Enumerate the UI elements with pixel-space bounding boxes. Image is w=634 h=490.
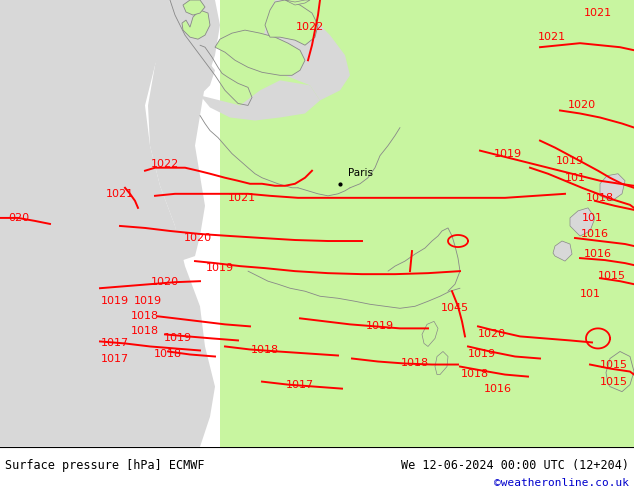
Polygon shape bbox=[600, 174, 625, 201]
Text: 1019: 1019 bbox=[556, 156, 584, 166]
Text: 1015: 1015 bbox=[598, 271, 626, 281]
Text: 020: 020 bbox=[8, 213, 29, 223]
Text: 1018: 1018 bbox=[131, 311, 159, 321]
Text: 1019: 1019 bbox=[101, 296, 129, 306]
Polygon shape bbox=[435, 351, 448, 374]
Text: 1020: 1020 bbox=[568, 100, 596, 110]
Text: 1019: 1019 bbox=[366, 321, 394, 331]
Polygon shape bbox=[180, 50, 215, 96]
Text: 1019: 1019 bbox=[206, 263, 234, 273]
Text: 1018: 1018 bbox=[461, 368, 489, 379]
Text: 1019: 1019 bbox=[134, 296, 162, 306]
Text: 1018: 1018 bbox=[131, 326, 159, 337]
Text: 1017: 1017 bbox=[101, 339, 129, 348]
Polygon shape bbox=[606, 351, 634, 392]
Text: 1020: 1020 bbox=[151, 277, 179, 287]
Polygon shape bbox=[200, 80, 320, 121]
Text: We 12-06-2024 00:00 UTC (12+204): We 12-06-2024 00:00 UTC (12+204) bbox=[401, 459, 629, 472]
Text: 101: 101 bbox=[564, 173, 586, 183]
Text: 1017: 1017 bbox=[286, 380, 314, 390]
Text: 1018: 1018 bbox=[401, 358, 429, 368]
Text: 1021: 1021 bbox=[584, 8, 612, 18]
Polygon shape bbox=[182, 10, 210, 39]
Text: 1018: 1018 bbox=[586, 193, 614, 203]
Text: 1016: 1016 bbox=[484, 384, 512, 393]
Text: 1015: 1015 bbox=[600, 377, 628, 387]
Text: 1015: 1015 bbox=[600, 360, 628, 369]
Text: 101: 101 bbox=[579, 289, 600, 299]
Text: 1018: 1018 bbox=[251, 345, 279, 355]
Text: 1020: 1020 bbox=[478, 329, 506, 340]
Polygon shape bbox=[260, 0, 350, 100]
Polygon shape bbox=[570, 208, 595, 236]
Text: 1021: 1021 bbox=[228, 193, 256, 203]
Text: 1018: 1018 bbox=[154, 349, 182, 360]
Polygon shape bbox=[265, 0, 318, 45]
Text: 1021: 1021 bbox=[106, 189, 134, 199]
Polygon shape bbox=[553, 241, 572, 261]
Text: Surface pressure [hPa] ECMWF: Surface pressure [hPa] ECMWF bbox=[5, 459, 205, 472]
Text: 1017: 1017 bbox=[101, 353, 129, 364]
Text: 1016: 1016 bbox=[584, 249, 612, 259]
Text: 1016: 1016 bbox=[581, 229, 609, 239]
Text: 1045: 1045 bbox=[441, 303, 469, 313]
Text: 1022: 1022 bbox=[296, 22, 324, 32]
Polygon shape bbox=[285, 0, 310, 5]
Polygon shape bbox=[148, 0, 220, 261]
Text: Paris: Paris bbox=[348, 168, 373, 178]
Text: 1019: 1019 bbox=[494, 148, 522, 159]
Text: 101: 101 bbox=[581, 213, 602, 223]
Polygon shape bbox=[422, 321, 438, 346]
Polygon shape bbox=[0, 0, 215, 447]
Polygon shape bbox=[183, 0, 205, 15]
Text: 1021: 1021 bbox=[538, 32, 566, 42]
Text: 1019: 1019 bbox=[164, 333, 192, 343]
Text: 1020: 1020 bbox=[184, 233, 212, 243]
Polygon shape bbox=[215, 30, 305, 75]
Text: ©weatheronline.co.uk: ©weatheronline.co.uk bbox=[494, 478, 629, 488]
Polygon shape bbox=[0, 0, 100, 75]
Polygon shape bbox=[220, 0, 634, 447]
Text: 1022: 1022 bbox=[151, 159, 179, 169]
Text: 1019: 1019 bbox=[468, 349, 496, 360]
